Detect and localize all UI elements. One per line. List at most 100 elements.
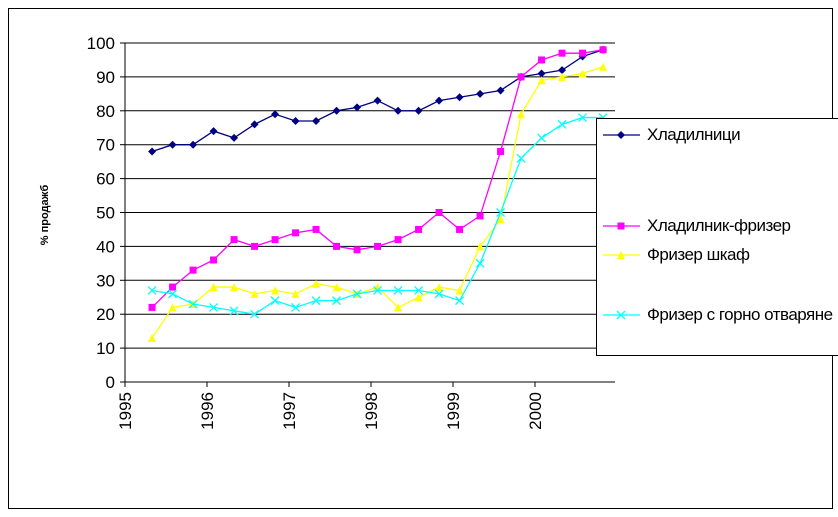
y-tick-label: 90	[96, 68, 115, 87]
marker	[579, 49, 587, 57]
marker	[578, 69, 587, 78]
legend-symbol	[617, 251, 625, 259]
marker	[291, 302, 301, 312]
marker	[271, 286, 280, 295]
marker	[414, 293, 423, 302]
marker	[435, 283, 444, 292]
marker	[210, 256, 218, 264]
marker	[312, 279, 321, 288]
marker	[292, 229, 300, 237]
marker	[496, 208, 506, 217]
marker	[148, 333, 157, 342]
legend-label: Хладилник-фризер	[647, 216, 791, 235]
y-tick-label: 70	[96, 136, 115, 155]
marker	[188, 299, 198, 309]
marker	[168, 303, 177, 312]
marker	[394, 236, 402, 244]
y-tick-label: 50	[96, 204, 115, 223]
marker	[476, 242, 485, 251]
marker	[496, 86, 505, 95]
marker	[373, 286, 383, 295]
legend-label: Фризер шкаф	[647, 245, 750, 264]
y-tick-label: 60	[96, 170, 115, 189]
marker	[291, 289, 300, 298]
marker	[148, 147, 157, 156]
legend-label: Хладилници	[647, 125, 741, 144]
marker	[230, 283, 239, 292]
y-tick-label: 80	[96, 102, 115, 121]
marker	[558, 49, 566, 57]
legend-symbol	[617, 131, 625, 139]
marker	[434, 289, 444, 299]
marker	[332, 283, 341, 292]
marker	[291, 116, 300, 125]
x-tick-label: 1995	[116, 392, 135, 430]
y-tick-label: 100	[87, 34, 115, 53]
marker	[414, 286, 424, 295]
marker	[250, 309, 260, 319]
marker	[230, 236, 238, 244]
marker	[373, 96, 382, 105]
marker	[353, 103, 362, 112]
marker	[250, 289, 259, 298]
marker	[537, 69, 546, 78]
marker	[168, 289, 178, 299]
y-axis-label: % продажб	[39, 185, 51, 246]
marker	[189, 140, 198, 149]
marker	[456, 225, 464, 233]
marker	[394, 106, 403, 115]
marker	[517, 73, 525, 81]
marker	[209, 302, 219, 312]
marker	[435, 96, 444, 105]
marker	[270, 296, 280, 306]
marker	[148, 303, 156, 311]
legend-symbol	[617, 222, 625, 230]
marker	[558, 72, 567, 81]
marker	[517, 110, 526, 119]
y-tick-label: 0	[106, 373, 115, 392]
marker	[599, 46, 607, 54]
marker	[230, 133, 239, 142]
x-tick-label: 1996	[198, 392, 217, 430]
marker	[537, 76, 546, 85]
marker	[414, 106, 423, 115]
marker	[332, 106, 341, 115]
marker	[271, 110, 280, 119]
x-tick-label: 1998	[362, 392, 381, 430]
y-tick-label: 40	[96, 237, 115, 256]
marker	[455, 286, 464, 295]
marker	[435, 209, 443, 216]
y-tick-label: 20	[96, 305, 115, 324]
marker	[229, 306, 239, 316]
marker	[271, 236, 279, 244]
marker	[147, 286, 157, 295]
legend-box	[596, 118, 838, 356]
legend-marker	[617, 131, 625, 139]
x-tick-label: 2000	[526, 392, 545, 430]
marker	[189, 266, 197, 274]
marker	[599, 62, 608, 71]
marker	[251, 242, 259, 250]
marker	[516, 153, 526, 163]
marker	[537, 133, 547, 143]
marker	[538, 56, 546, 64]
marker	[312, 116, 321, 125]
marker	[311, 296, 321, 306]
marker	[455, 296, 465, 306]
marker	[476, 212, 484, 220]
marker	[352, 289, 362, 299]
marker	[394, 303, 403, 312]
marker	[558, 66, 567, 75]
marker	[455, 93, 464, 102]
marker	[578, 113, 588, 123]
marker	[374, 242, 382, 250]
marker	[557, 119, 567, 129]
y-tick-label: 10	[96, 339, 115, 358]
series-line	[151, 66, 604, 339]
marker	[209, 127, 218, 136]
marker	[476, 89, 485, 98]
legend-label: Фризер с горно отваряне	[647, 305, 833, 324]
legend-marker	[616, 310, 626, 320]
marker	[415, 225, 423, 233]
